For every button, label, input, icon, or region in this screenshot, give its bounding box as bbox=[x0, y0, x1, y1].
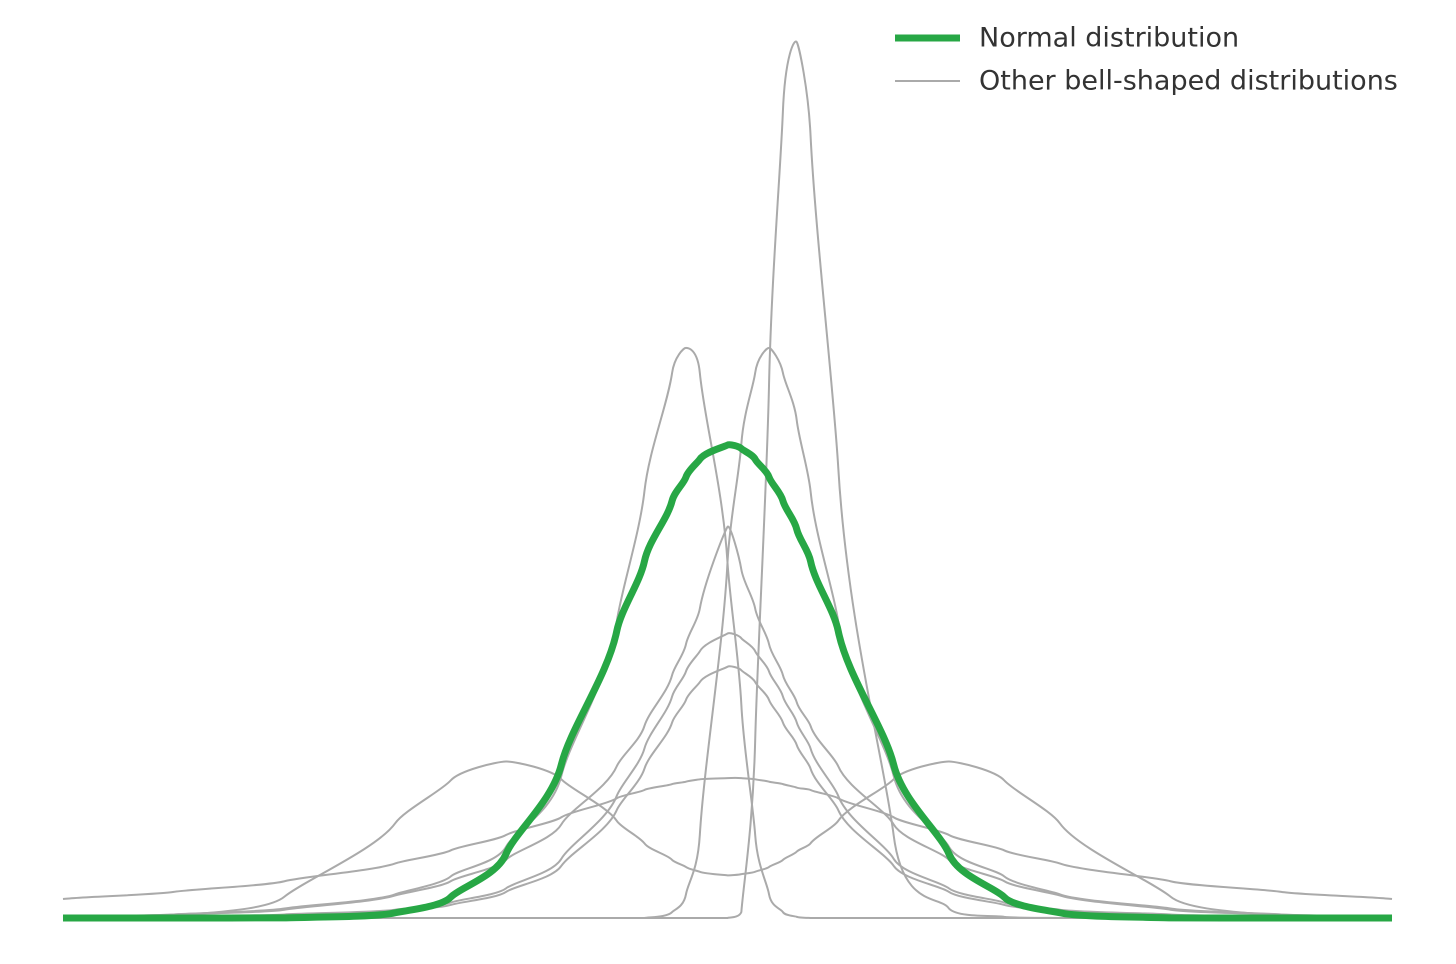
curves bbox=[62, 40, 1393, 922]
curve bbox=[62, 777, 1393, 901]
curve bbox=[63, 441, 1392, 922]
legend-label: Other bell-shaped distributions bbox=[979, 66, 1398, 97]
curve bbox=[62, 760, 1393, 919]
curve bbox=[62, 346, 1392, 920]
legend-label: Normal distribution bbox=[979, 23, 1239, 54]
curve bbox=[62, 665, 1393, 918]
legend: Normal distribution Other bell-shaped dis… bbox=[895, 23, 1398, 97]
curve bbox=[63, 40, 1392, 920]
curve bbox=[62, 525, 1393, 918]
